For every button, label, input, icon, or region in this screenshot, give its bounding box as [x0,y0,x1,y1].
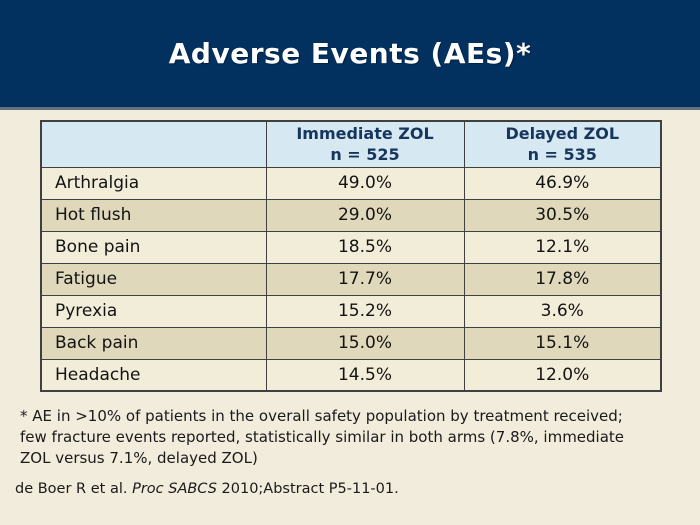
citation-journal: Proc SABCS [132,481,217,497]
immediate-value: 49.0% [265,166,465,200]
citation-suffix: 2010;Abstract P5-11-01. [216,481,399,497]
immediate-value: 29.0% [265,198,465,232]
table-row-bone-pain: Bone pain 18.5% 12.1% [40,230,662,264]
citation: de Boer R et al. Proc SABCS 2010;Abstrac… [15,481,700,497]
immediate-value: 15.2% [265,294,465,328]
table-row-hot-flush: Hot flush 29.0% 30.5% [40,198,662,232]
adverse-events-table: Immediate ZOL n = 525 Delayed ZOL n = 53… [40,120,662,392]
table-row-back-pain: Back pain 15.0% 15.1% [40,326,662,360]
delayed-value: 17.8% [463,262,662,296]
table-body: Arthralgia 49.0% 46.9% Hot flush 29.0% 3… [40,166,662,392]
column-title: Delayed ZOL [505,123,620,143]
table-row-arthralgia: Arthralgia 49.0% 46.9% [40,166,662,200]
delayed-value: 3.6% [463,294,662,328]
event-label: Hot flush [40,198,267,232]
immediate-value: 17.7% [265,262,465,296]
delayed-value: 30.5% [463,198,662,232]
slide-title: Adverse Events (AEs)* [168,37,532,70]
table-row-fatigue: Fatigue 17.7% 17.8% [40,262,662,296]
table-row-headache: Headache 14.5% 12.0% [40,358,662,392]
delayed-value: 12.0% [463,358,662,392]
immediate-value: 15.0% [265,326,465,360]
footnote-line: few fracture events reported, statistica… [20,428,625,446]
footnote: * AE in >10% of patients in the overall … [20,406,700,469]
delayed-value: 12.1% [463,230,662,264]
column-subtitle: n = 535 [527,145,597,165]
table-header: Immediate ZOL n = 525 Delayed ZOL n = 53… [40,120,662,168]
event-label: Bone pain [40,230,267,264]
event-label: Arthralgia [40,166,267,200]
header-row: Immediate ZOL n = 525 Delayed ZOL n = 53… [40,120,662,168]
citation-prefix: de Boer R et al. [15,481,133,497]
column-header-immediate-zol: Immediate ZOL n = 525 [265,120,465,168]
immediate-value: 18.5% [265,230,465,264]
event-label: Back pain [40,326,267,360]
empty-header-cell [40,120,267,168]
delayed-value: 46.9% [463,166,662,200]
event-label: Headache [40,358,267,392]
column-header-delayed-zol: Delayed ZOL n = 535 [463,120,662,168]
delayed-value: 15.1% [463,326,662,360]
column-title: Immediate ZOL [296,123,434,143]
immediate-value: 14.5% [265,358,465,392]
footnote-line: ZOL versus 7.1%, delayed ZOL) [20,449,258,467]
event-label: Fatigue [40,262,267,296]
event-label: Pyrexia [40,294,267,328]
column-subtitle: n = 525 [330,145,400,165]
title-band: Adverse Events (AEs)* [0,0,700,110]
footnote-line: * AE in >10% of patients in the overall … [20,407,623,425]
table-row-pyrexia: Pyrexia 15.2% 3.6% [40,294,662,328]
